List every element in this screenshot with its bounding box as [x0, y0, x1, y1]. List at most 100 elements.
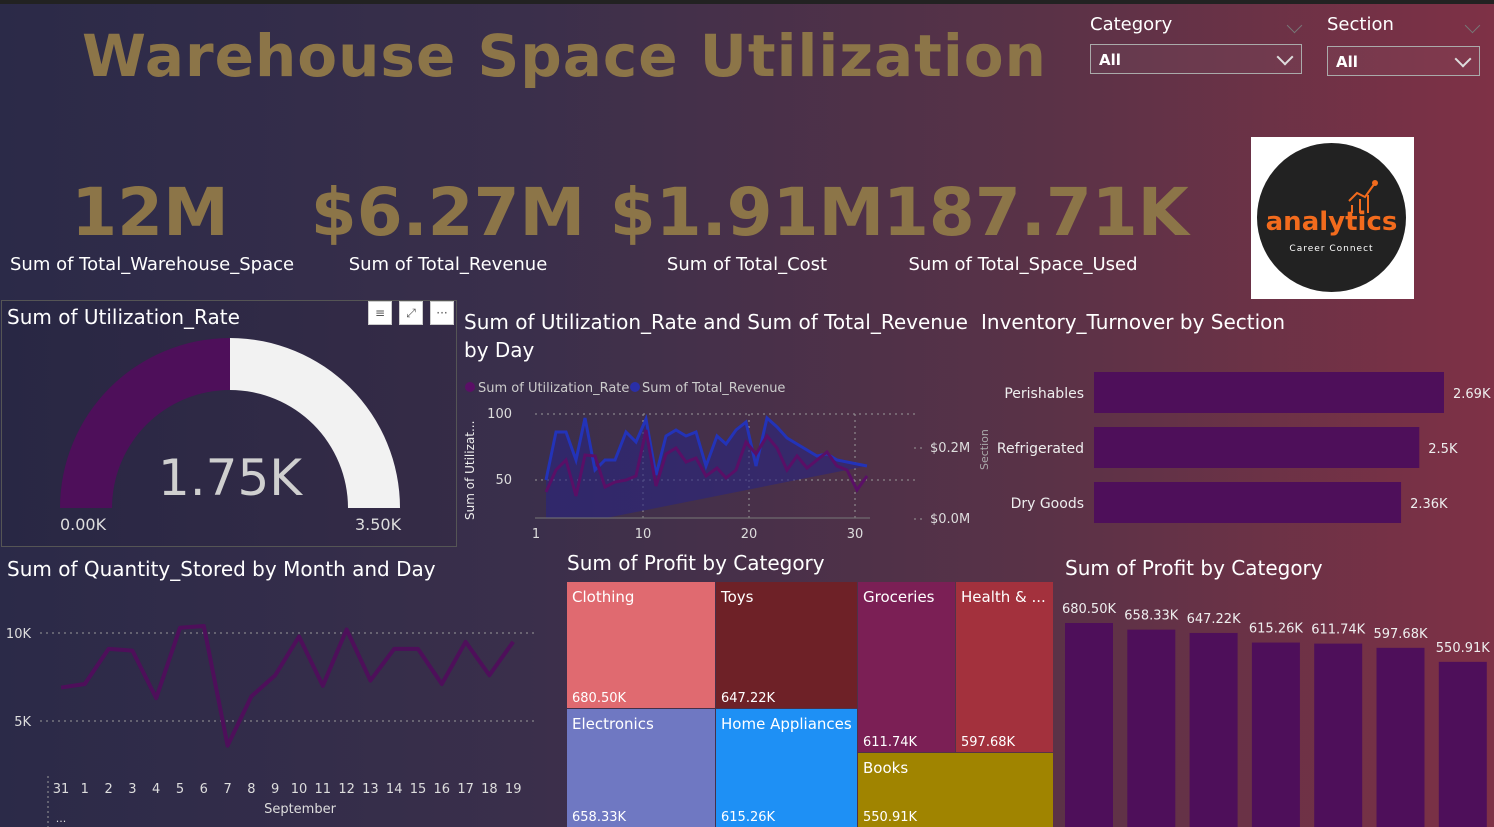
- profit-bar-value-label: 550.91K: [1436, 641, 1490, 656]
- gauge-chart: 1.75K 0.00K 3.50K: [60, 338, 402, 534]
- qty-x-tick: 13: [362, 782, 379, 797]
- profit-bar[interactable]: [1127, 629, 1176, 827]
- turnover-title: Inventory_Turnover by Section: [981, 310, 1286, 334]
- combo-chart-title-line2: by Day: [464, 338, 535, 362]
- profit-bar-chart: 680.50K 658.33K 647.22K 615.26K 611.74K 597.6…: [1062, 602, 1490, 827]
- combo-x-tick: 30: [847, 527, 864, 542]
- kpi-label: Sum of Total_Revenue: [348, 254, 548, 275]
- qty-x-tick: 31: [53, 782, 70, 797]
- combo-x-tick: 1: [532, 527, 540, 542]
- filter-icon[interactable]: ≡: [368, 301, 392, 325]
- treemap-tile[interactable]: Toys 647.22K: [716, 582, 857, 708]
- category-dropdown[interactable]: All: [1090, 44, 1302, 74]
- chevron-down-icon: [1454, 50, 1472, 68]
- treemap-tile[interactable]: Home Appliances 615.26K: [716, 709, 857, 827]
- kpi-label: Sum of Total_Warehouse_Space: [10, 254, 295, 275]
- turnover-bar[interactable]: [1094, 427, 1420, 468]
- gauge-max-label: 3.50K: [355, 515, 402, 534]
- gauge-value-label: 1.75K: [158, 449, 303, 507]
- treemap-tile-label: Health & ...: [961, 588, 1046, 606]
- profit-bar[interactable]: [1314, 643, 1363, 827]
- treemap-tile[interactable]: Health & ... 597.68K: [956, 582, 1053, 752]
- combo-chart: Sum of Utilization_Rate Sum of Total_Rev…: [463, 381, 970, 542]
- turnover-category-label: Perishables: [1004, 386, 1084, 402]
- section-dropdown-value: All: [1336, 53, 1358, 71]
- combo-x-tick: 20: [741, 527, 758, 542]
- quantity-line: [60, 623, 515, 748]
- qty-x-tick: 17: [457, 782, 474, 797]
- top-bar: [0, 0, 1494, 4]
- growth-chart-icon: [1348, 180, 1378, 213]
- focus-mode-icon[interactable]: ⤢: [399, 301, 423, 325]
- kpi-total-warehouse-space: 12M Sum of Total_Warehouse_Space: [10, 174, 295, 276]
- treemap-tile-value: 647.22K: [721, 691, 776, 706]
- qty-month-label: September: [264, 802, 337, 817]
- profit-bar[interactable]: [1438, 661, 1487, 827]
- category-slicer[interactable]: Category All: [1090, 14, 1303, 74]
- qty-x-tick: 10: [291, 782, 308, 797]
- legend-marker-revenue: [630, 382, 640, 392]
- turnover-value-label: 2.36K: [1410, 497, 1448, 512]
- qty-x-tick: 11: [315, 782, 332, 797]
- profit-bar-value-label: 680.50K: [1062, 602, 1116, 617]
- kpi-label: Sum of Total_Space_Used: [908, 254, 1138, 275]
- section-dropdown[interactable]: All: [1327, 46, 1480, 76]
- logo-word: analytics: [1265, 207, 1398, 237]
- turnover-value-label: 2.69K: [1453, 387, 1491, 402]
- qty-x-tick: 7: [223, 782, 231, 797]
- qty-x-tick: 12: [338, 782, 355, 797]
- treemap-tile-label: Clothing: [572, 588, 635, 606]
- kpi-label: Sum of Total_Cost: [666, 254, 828, 275]
- treemap-tile[interactable]: Books 550.91K: [858, 753, 1053, 827]
- profit-bar-value-label: 611.74K: [1311, 623, 1365, 638]
- kpi-total-revenue: $6.27M Sum of Total_Revenue: [308, 180, 588, 276]
- gauge-track: [230, 338, 400, 508]
- treemap-tile-label: Home Appliances: [721, 715, 852, 733]
- logo-subtitle: Career Connect: [1289, 244, 1374, 254]
- turnover-bar[interactable]: [1094, 372, 1444, 413]
- profit-bar-value-label: 615.26K: [1249, 622, 1303, 637]
- more-options-icon[interactable]: ···: [430, 301, 454, 325]
- qty-x-tick: 16: [434, 782, 451, 797]
- kpi-value: $1.91M: [609, 174, 885, 251]
- section-slicer[interactable]: Section All: [1327, 14, 1481, 76]
- treemap-tile-label: Books: [863, 759, 909, 777]
- profit-bar-value-label: 647.22K: [1187, 612, 1241, 627]
- legend-marker-utilization: [465, 382, 475, 392]
- qty-x-tick: 15: [410, 782, 427, 797]
- combo-y-right-tick: $0.2M: [930, 441, 970, 456]
- turnover-bar[interactable]: [1094, 482, 1402, 523]
- combo-x-tick: 10: [635, 527, 652, 542]
- qty-y-tick: 5K: [14, 715, 31, 730]
- category-dropdown-value: All: [1099, 51, 1121, 69]
- combo-y-right-tick: $0.0M: [930, 512, 970, 527]
- legend-revenue: Sum of Total_Revenue: [642, 381, 785, 396]
- quantity-chart: 10K 5K ... September 31 1 2 3 4 5 6 7 8 9 10 11 12 13…: [6, 623, 535, 827]
- treemap-tile-value: 615.26K: [721, 810, 776, 825]
- treemap-tile[interactable]: Groceries 611.74K: [858, 582, 955, 752]
- profit-bar[interactable]: [1251, 642, 1300, 827]
- qty-x-tick: 1: [81, 782, 89, 797]
- turnover-chart: Section Perishables 2.69K Refrigerated 2.5K…: [980, 372, 1491, 523]
- profit-bar-value-label: 658.33K: [1124, 609, 1178, 624]
- gauge-title: Sum of Utilization_Rate: [7, 305, 240, 329]
- profit-bar[interactable]: [1065, 623, 1113, 827]
- treemap-tile-value: 680.50K: [572, 691, 627, 706]
- treemap-chart: Clothing 680.50K Toys 647.22K Groceries 611.7…: [567, 582, 1054, 827]
- chevron-down-icon: [1276, 48, 1294, 66]
- qty-x-tick: 14: [386, 782, 403, 797]
- treemap-tile[interactable]: Clothing 680.50K: [567, 582, 715, 708]
- gauge-min-label: 0.00K: [60, 515, 107, 534]
- section-slicer-label: Section: [1327, 14, 1394, 35]
- profit-bar[interactable]: [1189, 632, 1238, 827]
- qty-x-tick: 18: [481, 782, 498, 797]
- kpi-value: 12M: [71, 174, 229, 251]
- quantity-title: Sum of Quantity_Stored by Month and Day: [7, 557, 436, 581]
- combo-y-tick: 100: [487, 407, 512, 422]
- combo-chart-title-line1: Sum of Utilization_Rate and Sum of Total…: [464, 310, 968, 334]
- treemap-tile-label: Electronics: [572, 715, 654, 733]
- analytics-logo: analytics Career Connect: [1251, 137, 1414, 299]
- qty-x-tick: 8: [247, 782, 255, 797]
- treemap-tile[interactable]: Electronics 658.33K: [567, 709, 715, 827]
- profit-bar[interactable]: [1376, 647, 1425, 827]
